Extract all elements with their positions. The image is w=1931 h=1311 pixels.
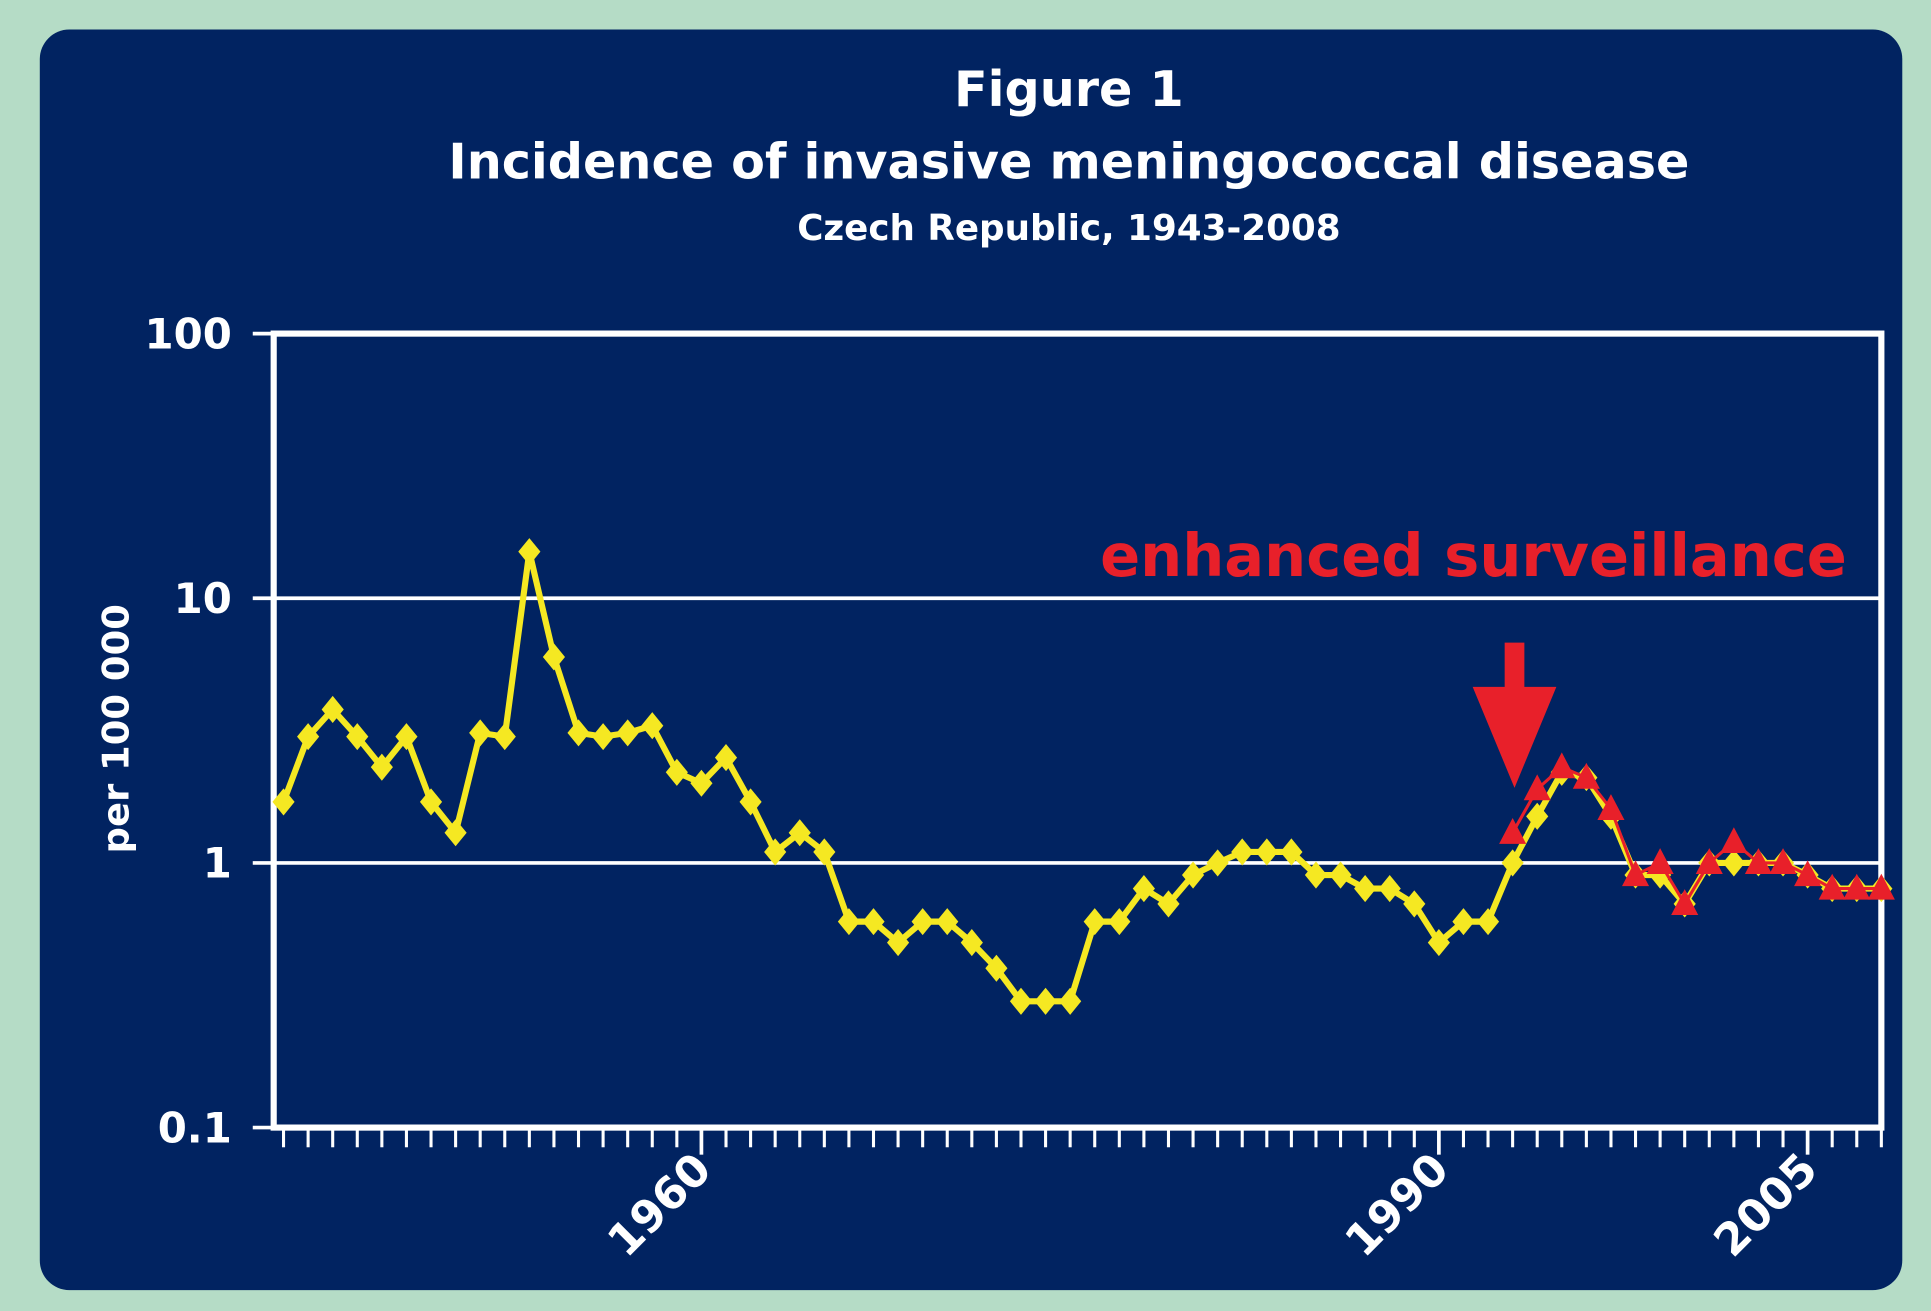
y-tick-label: 0.1 xyxy=(158,1103,232,1152)
data-point xyxy=(887,929,910,957)
data-point xyxy=(1523,774,1551,801)
data-point xyxy=(665,758,688,786)
data-point xyxy=(1621,860,1650,887)
data-point xyxy=(911,908,934,936)
data-point xyxy=(1695,848,1723,874)
data-point xyxy=(1329,861,1352,889)
data-point xyxy=(1231,838,1254,866)
chart-subtitle: Czech Republic, 1943-2008 xyxy=(797,208,1340,249)
data-point xyxy=(788,819,811,847)
data-point xyxy=(1304,861,1328,889)
y-axis-label: per 100 000 xyxy=(94,604,137,853)
annotation: enhanced surveillance xyxy=(1100,521,1847,590)
series-line xyxy=(280,548,1882,1005)
data-point xyxy=(321,695,344,724)
data-point xyxy=(641,712,664,740)
data-point xyxy=(1403,890,1426,918)
data-point xyxy=(1501,849,1524,877)
data-point xyxy=(714,744,738,772)
data-point xyxy=(1427,929,1450,957)
data-point xyxy=(1452,908,1475,936)
data-point xyxy=(444,819,467,847)
y-tick-label: 100 xyxy=(144,309,231,358)
data-point xyxy=(1548,752,1576,779)
y-tick-label: 10 xyxy=(174,574,232,623)
data-point xyxy=(1083,908,1106,936)
data-point xyxy=(1108,908,1131,936)
data-point xyxy=(1722,849,1745,877)
data-point xyxy=(370,753,393,781)
data-point xyxy=(1059,987,1082,1015)
data-point xyxy=(862,908,885,936)
data-point xyxy=(837,908,860,936)
data-point xyxy=(739,788,762,816)
data-point xyxy=(1034,987,1057,1015)
data-point xyxy=(1818,873,1846,900)
plot-border xyxy=(270,330,1885,1131)
data-point xyxy=(493,723,516,751)
data-point xyxy=(1526,802,1549,830)
arrow xyxy=(1472,642,1557,788)
data-point xyxy=(1378,875,1401,903)
data-point xyxy=(1206,849,1229,877)
data-point xyxy=(1572,762,1600,789)
data-point xyxy=(764,838,787,866)
data-point xyxy=(1843,873,1871,900)
data-point xyxy=(1157,890,1180,918)
data-point xyxy=(690,769,713,797)
data-point xyxy=(1181,861,1205,889)
chart-subtitle: Incidence of invasive meningococcal dise… xyxy=(448,132,1689,190)
data-point xyxy=(960,929,983,957)
data-point xyxy=(1769,848,1797,874)
data-point xyxy=(985,954,1008,982)
data-point xyxy=(936,908,959,936)
series-line xyxy=(1511,765,1882,906)
data-point xyxy=(1720,827,1748,854)
data-point xyxy=(1476,908,1500,936)
data-point xyxy=(1671,889,1699,915)
data-point xyxy=(616,719,639,747)
data-point xyxy=(1794,860,1822,887)
data-point xyxy=(1354,875,1377,903)
data-point xyxy=(1280,838,1303,866)
chart-title: Figure 1 xyxy=(954,60,1184,118)
panel xyxy=(39,29,1903,1291)
data-point xyxy=(1499,817,1527,844)
data-point xyxy=(1867,873,1895,900)
y-tick-label: 1 xyxy=(203,839,232,888)
data-point xyxy=(1597,794,1625,820)
data-point xyxy=(1132,875,1155,903)
data-point xyxy=(1646,848,1674,874)
data-point xyxy=(1255,838,1278,866)
data-point xyxy=(1744,848,1772,874)
data-point xyxy=(346,723,369,751)
data-point xyxy=(813,838,836,866)
data-point xyxy=(1009,987,1033,1015)
